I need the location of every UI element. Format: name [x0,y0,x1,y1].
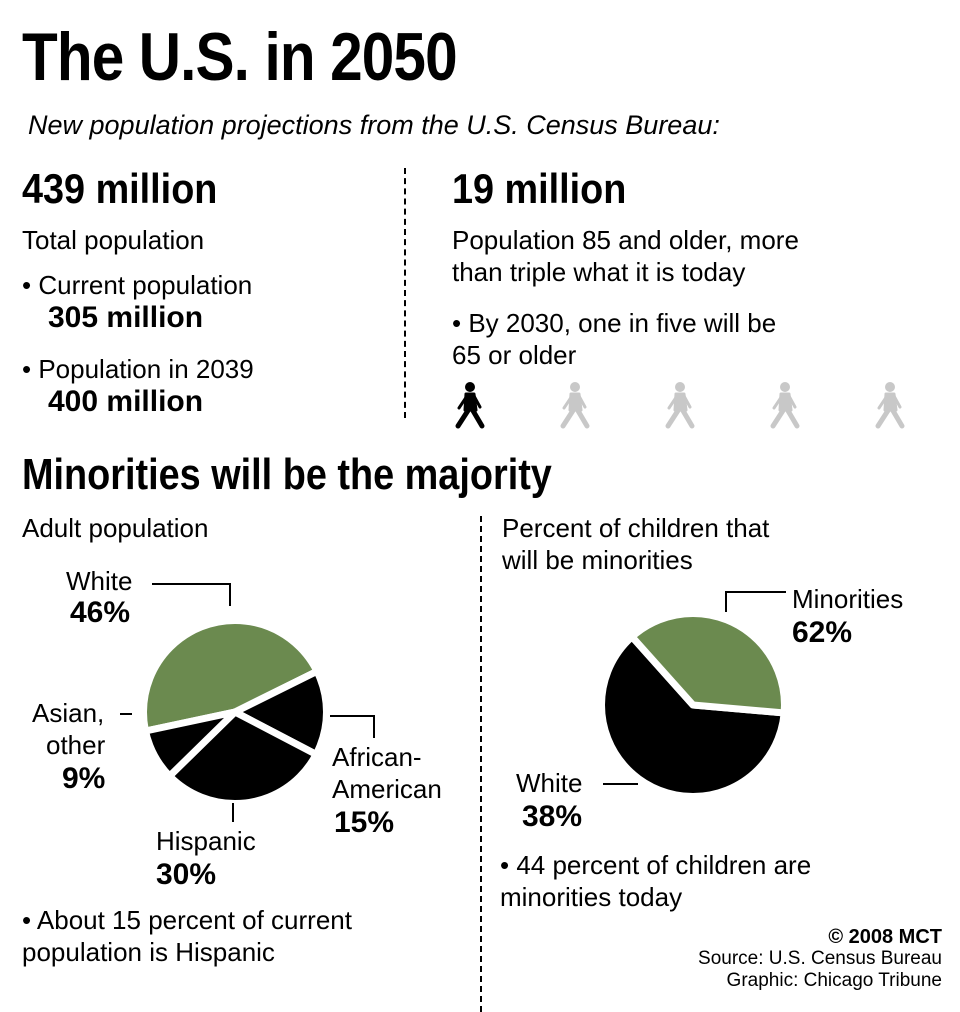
section-title-minorities: Minorities will be the majority [22,450,552,499]
elderly-note-line1: • By 2030, one in five will be [452,308,777,338]
leader-line-white [152,583,231,606]
adult-note-line2: population is Hispanic [22,937,275,967]
page-title: The U.S. in 2050 [22,19,458,95]
children-note-line1: • 44 percent of children are [500,850,812,880]
adult-asian-pct: 9% [62,762,106,795]
current-population-value: 305 million [48,301,204,334]
current-population-label: • Current population [22,270,253,300]
children-pie-ring [597,609,789,801]
walking-person-icon [560,382,590,429]
walking-person-icon [875,382,905,429]
children-white-label: White [516,768,583,798]
adult-african-american-label-line1: African- [332,742,422,772]
walking-person-icon [770,382,800,429]
elderly-caption-line2: than triple what it is today [452,257,746,287]
walking-person-icon [665,382,695,429]
elderly-caption-line1: Population 85 and older, more [452,225,799,255]
adult-african-american-label-line2: American [332,774,442,804]
adult-asian-label-line1: Asian, [32,698,105,728]
adult-population-heading: Adult population [22,513,209,543]
adult-hispanic-pct: 30% [156,858,217,891]
adult-white-pct: 46% [70,596,131,629]
adult-african-american-pct: 15% [334,806,395,839]
graphic-credit: Graphic: Chicago Tribune [726,970,942,991]
children-minorities-pct: 62% [792,616,853,649]
top-divider [404,168,406,418]
copyright: © 2008 MCT [828,926,942,948]
adult-white-label: White [66,566,133,596]
bottom-divider [480,516,482,1012]
leader-line-african-american [330,715,375,738]
walking-person-icon [455,382,485,429]
children-white-pct: 38% [522,800,583,833]
children-heading-line1: Percent of children that [502,513,770,543]
children-minorities-label: Minorities [792,584,904,614]
population-2039-value: 400 million [48,385,204,418]
source-credit: Source: U.S. Census Bureau [698,948,942,969]
population-2039-label: • Population in 2039 [22,354,254,384]
elderly-note-line2: 65 or older [452,340,577,370]
children-note-line2: minorities today [500,882,683,912]
adult-pie-ring [139,616,331,808]
adult-hispanic-label: Hispanic [156,826,256,856]
total-population-figure: 439 million [22,165,218,212]
leader-line-minorities [725,591,786,612]
adult-asian-label-line2: other [46,730,106,760]
elderly-population-figure: 19 million [452,165,627,212]
total-population-caption: Total population [22,225,205,255]
adult-note-line1: • About 15 percent of current [22,905,352,935]
children-heading-line2: will be minorities [502,545,693,575]
page-subtitle: New population projections from the U.S.… [28,110,720,140]
